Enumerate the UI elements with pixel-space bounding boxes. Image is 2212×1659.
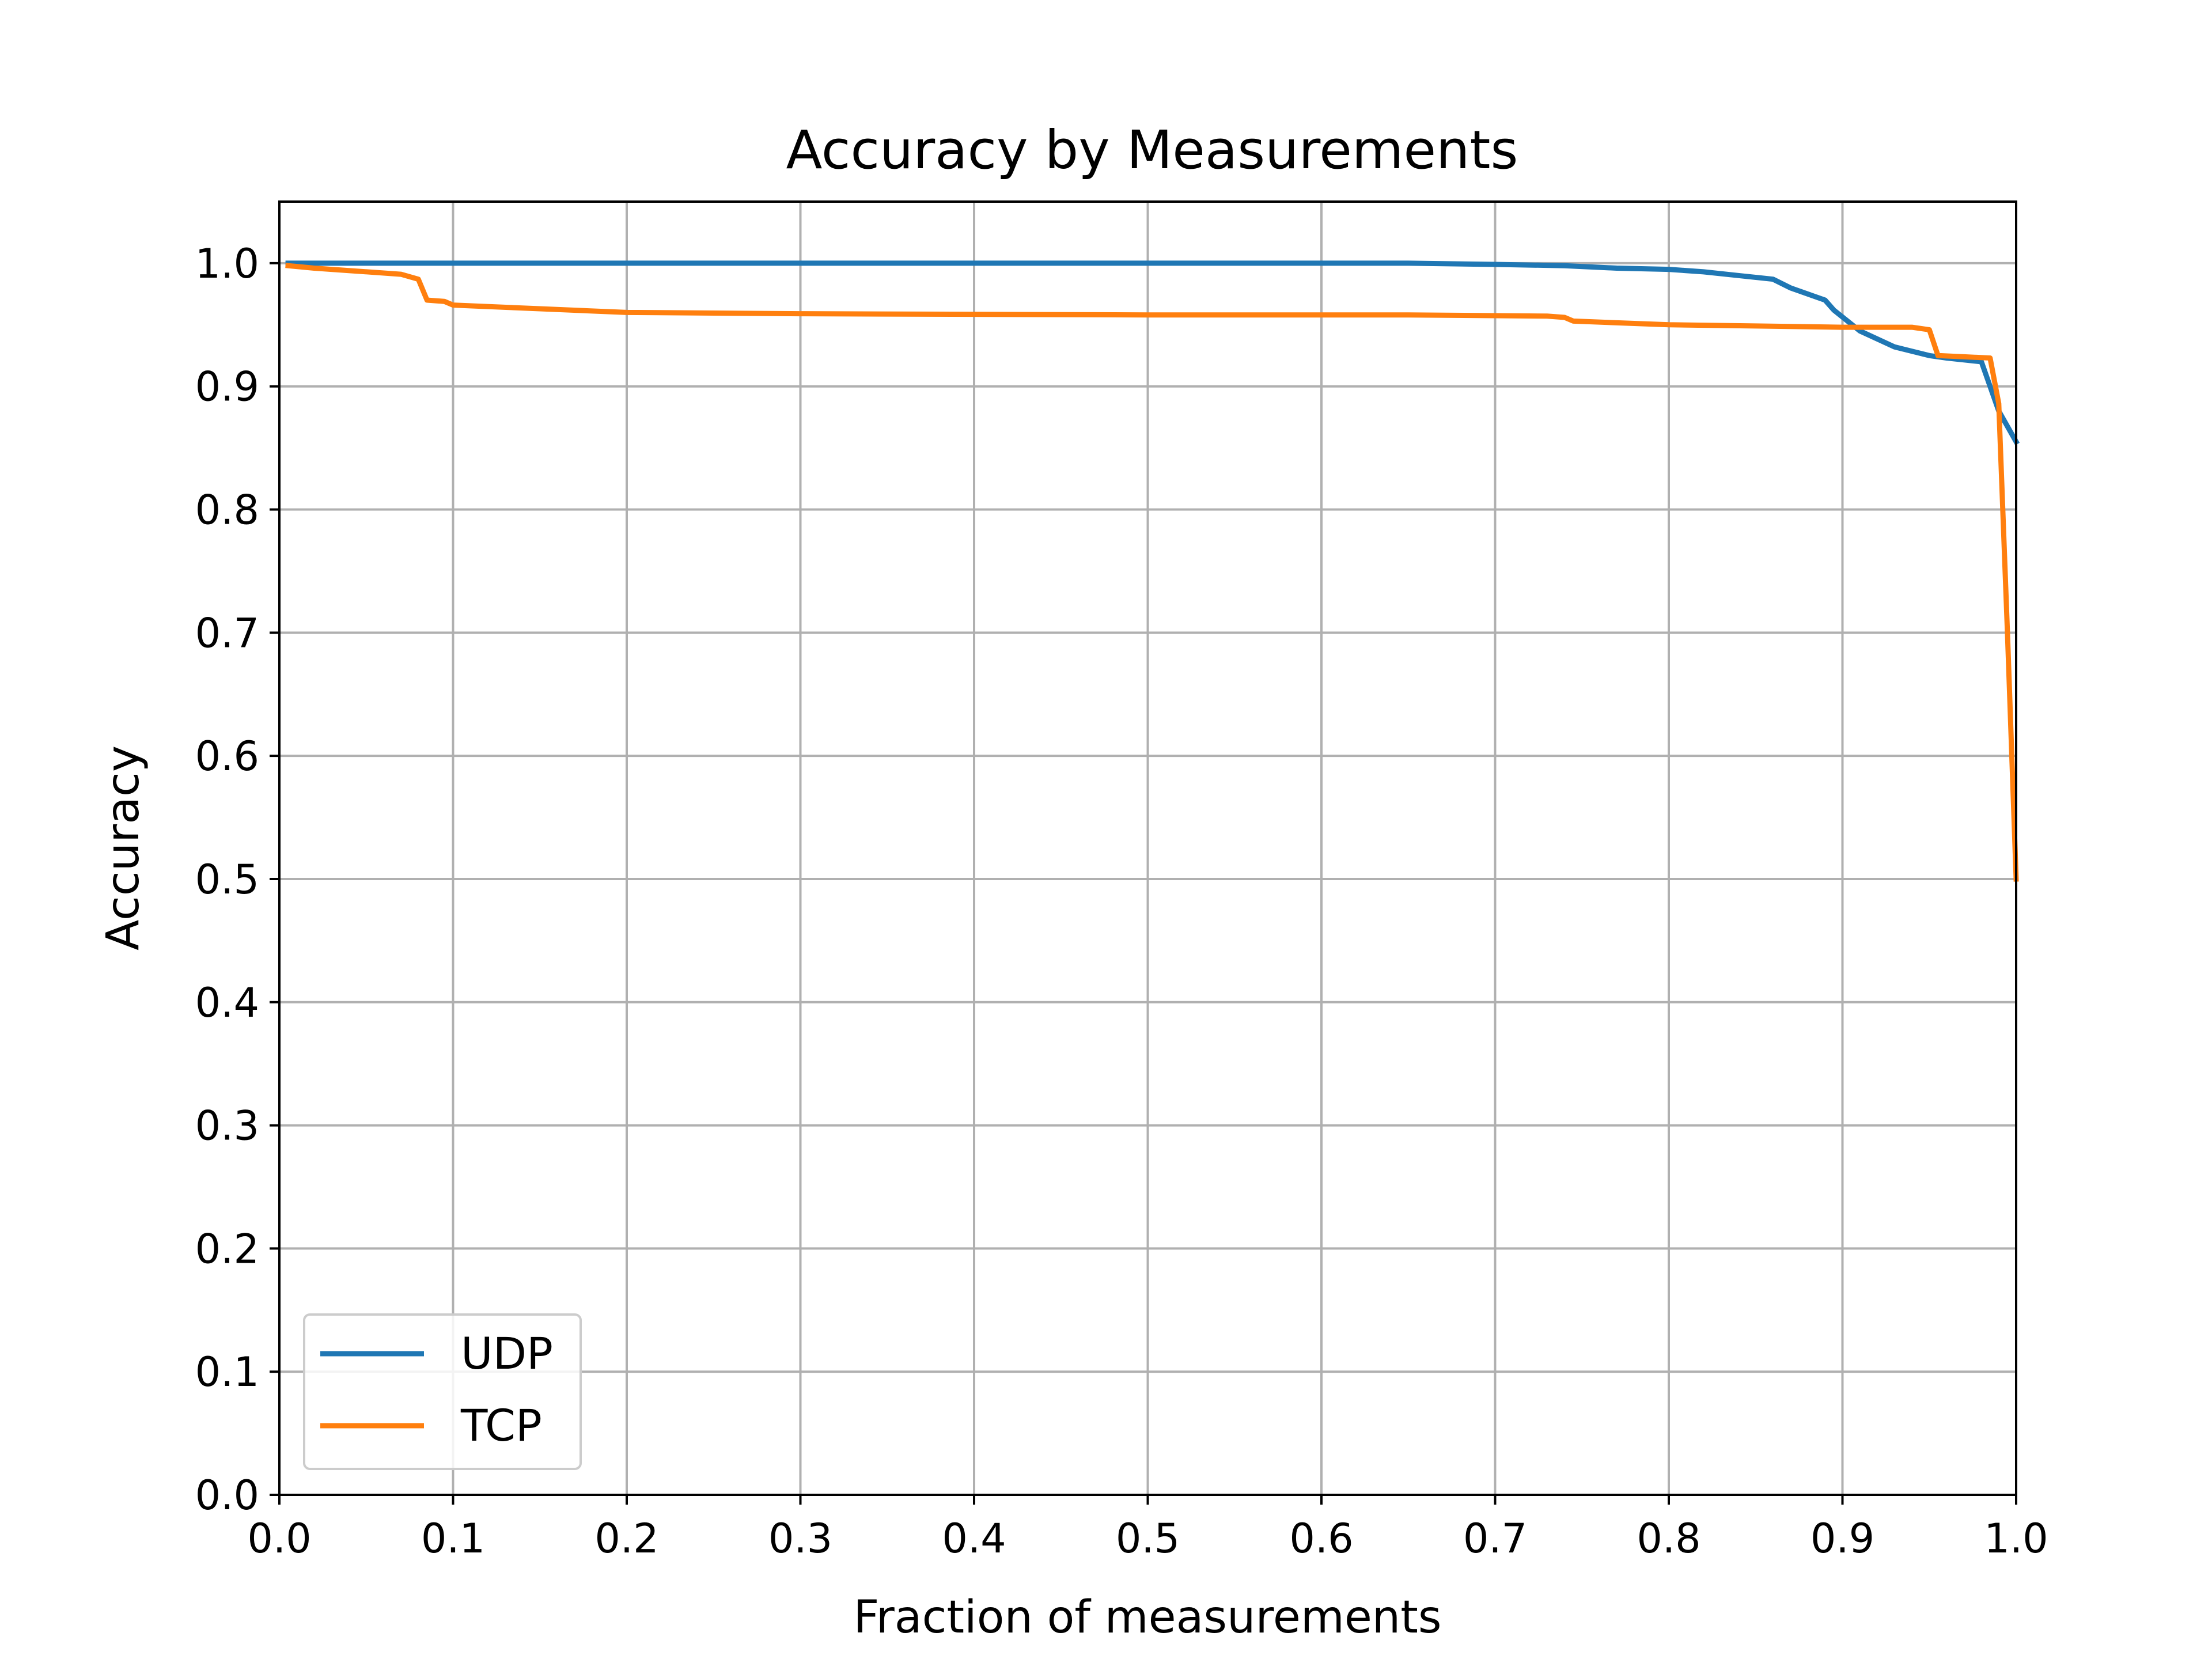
axis-ticks: 0.0 0.1 0.2 0.3 0.4 0.5 0.6 0.7 0.8 0.9 1.0 0.0 0.1 0… [195,240,2048,1562]
y-tick-label: 0.3 [195,1103,259,1150]
y-tick-label: 0.8 [195,487,259,534]
x-tick-label: 0.6 [1289,1515,1353,1562]
x-tick-label: 0.5 [1116,1515,1180,1562]
chart-title: Accuracy by Measurements [786,119,1518,181]
x-tick-label: 0.1 [421,1515,485,1562]
y-axis-label: Accuracy [97,745,149,950]
series-line-udp [285,260,2020,446]
y-tick-label: 0.2 [195,1225,259,1272]
y-tick-label: 1.0 [195,240,259,287]
x-axis-label: Fraction of measurements [854,1592,1442,1643]
x-tick-label: 1.0 [1984,1515,2048,1562]
y-tick-label: 0.5 [195,856,259,903]
series-line-tcp [285,263,2019,882]
y-tick-label: 0.6 [195,733,259,780]
x-tick-label: 0.7 [1463,1515,1527,1562]
legend: UDP TCP [303,1313,582,1470]
x-tick-label: 0.8 [1637,1515,1700,1562]
y-tick-label: 0.4 [195,979,259,1027]
y-tick-label: 0.0 [195,1472,259,1519]
x-tick-label: 0.3 [768,1515,832,1562]
series-lines [285,260,2020,882]
x-tick-label: 0.0 [247,1515,311,1562]
x-tick-label: 0.9 [1810,1515,1874,1562]
y-tick-label: 0.9 [195,363,259,411]
y-tick-label: 0.1 [195,1349,259,1396]
legend-label-udp: UDP [461,1328,553,1379]
x-tick-label: 0.2 [594,1515,658,1562]
y-tick-label: 0.7 [195,609,259,657]
legend-label-tcp: TCP [460,1400,542,1451]
x-tick-label: 0.4 [942,1515,1006,1562]
